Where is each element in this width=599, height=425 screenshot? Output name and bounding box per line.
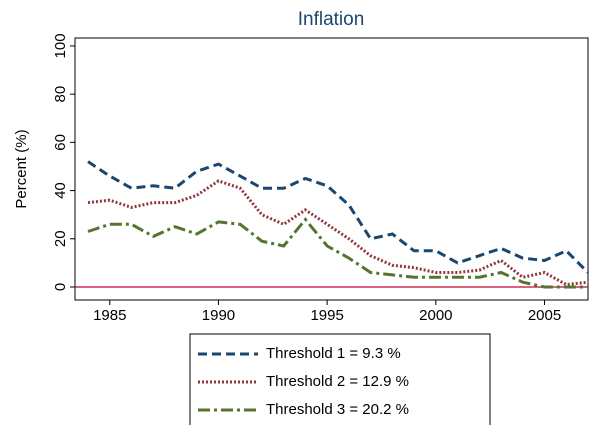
- x-tick-label: 2005: [528, 307, 561, 324]
- x-tick-label: 2000: [419, 307, 452, 324]
- x-tick-label: 1985: [93, 307, 126, 324]
- series-line: [87, 179, 589, 287]
- series-line: [87, 160, 590, 274]
- legend-label: Threshold 3 = 20.2 %: [266, 401, 409, 418]
- y-tick-label: 100: [52, 33, 69, 58]
- chart-title: Inflation: [298, 9, 365, 30]
- y-tick-label: 20: [52, 230, 69, 247]
- x-tick-label: 1995: [310, 307, 343, 324]
- plot-frame: [74, 37, 589, 301]
- y-axis-title: Percent (%): [13, 129, 30, 208]
- y-tick-label: 80: [52, 86, 69, 103]
- legend-label: Threshold 1 = 9.3 %: [266, 345, 401, 362]
- series-line: [87, 217, 588, 289]
- x-tick-label: 1990: [202, 307, 235, 324]
- y-tick-label: 60: [52, 134, 69, 151]
- y-tick-label: 0: [52, 283, 69, 291]
- legend-label: Threshold 2 = 12.9 %: [266, 373, 409, 390]
- y-tick-label: 40: [52, 182, 69, 199]
